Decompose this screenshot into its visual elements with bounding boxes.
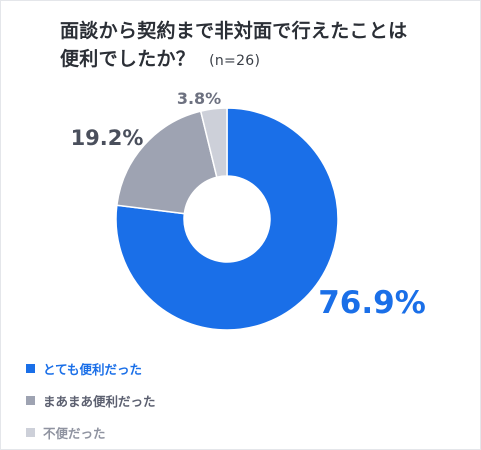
data-label-1: 76.9% (318, 285, 426, 321)
data-label-2: 19.2% (71, 126, 144, 150)
chart-title: 面談から契約まで非対面で行えたことは 便利でしたか？ (n=26) (60, 17, 460, 75)
legend-item-3: 不便だった (26, 416, 156, 448)
legend-item-1: とても便利だった (26, 352, 156, 384)
donut-slice-2 (116, 110, 218, 215)
donut-chart: 76.9% 19.2% 3.8% (71, 89, 426, 331)
title-line-1: 面談から契約まで非対面で行えたことは (60, 20, 408, 42)
legend-swatch (26, 395, 35, 405)
chart-legend: とても便利だった まあまあ便利だった 不便だった (26, 352, 156, 448)
legend-swatch (26, 363, 35, 373)
sample-size-note: (n=26) (209, 53, 261, 69)
donut-slice-1 (115, 107, 339, 331)
legend-item-2: まあまあ便利だった (26, 384, 156, 416)
donut-slice-3 (199, 107, 228, 179)
legend-label: とても便利だった (43, 361, 143, 377)
title-line-2: 便利でしたか？ (60, 48, 196, 70)
data-label-3: 3.8% (177, 89, 221, 108)
legend-label: 不便だった (43, 425, 106, 441)
legend-label: まあまあ便利だった (43, 393, 156, 409)
legend-swatch (26, 427, 35, 437)
